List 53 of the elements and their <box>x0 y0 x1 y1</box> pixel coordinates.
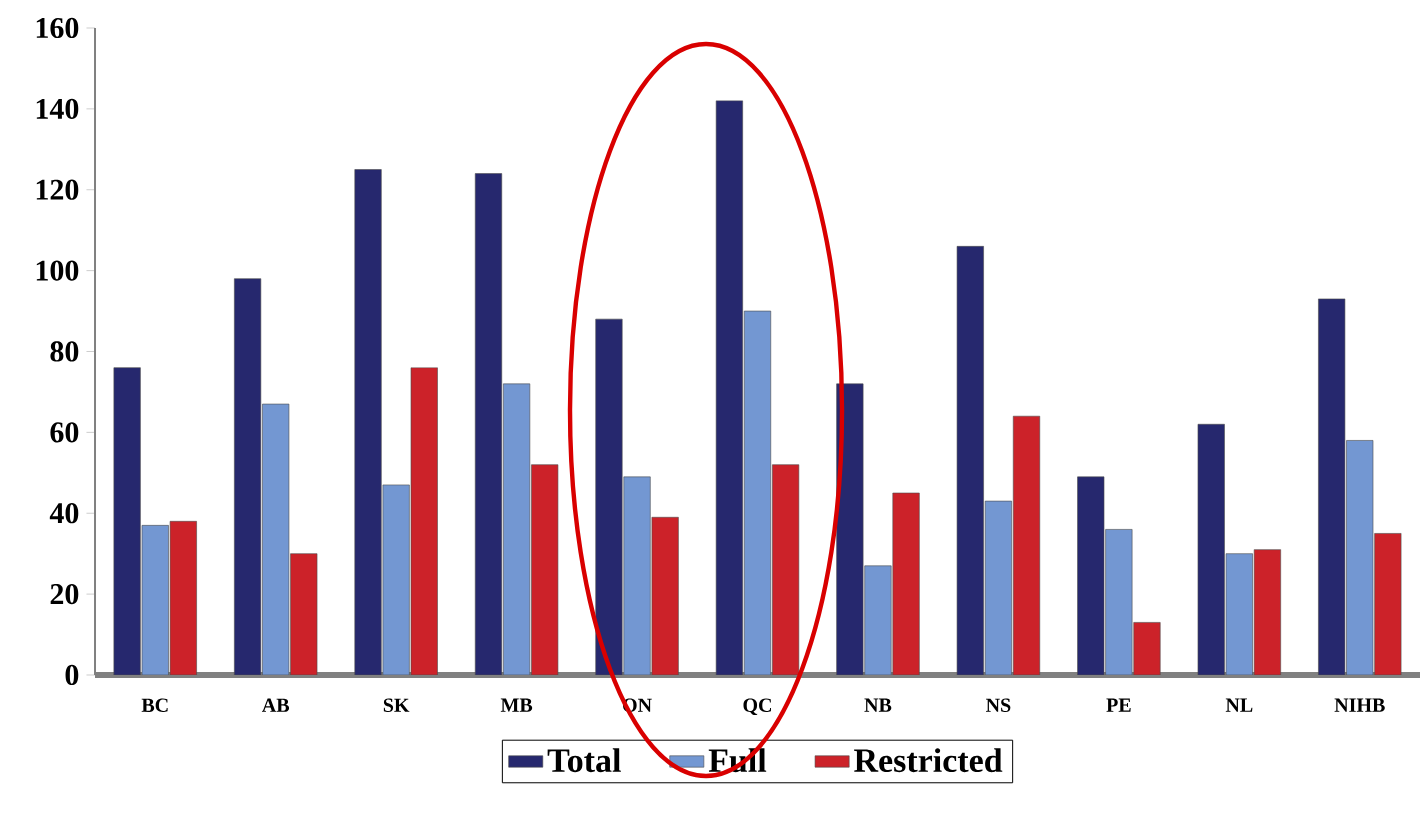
bar <box>1133 622 1161 675</box>
bar <box>262 403 290 675</box>
bar <box>1253 549 1281 675</box>
bar <box>1012 415 1041 675</box>
legend-label: Restricted <box>854 748 1003 773</box>
bar <box>113 367 141 675</box>
bar <box>474 173 503 675</box>
x-tick-label: NB <box>864 698 892 712</box>
y-tick-label: 120 <box>36 179 79 200</box>
bar <box>1077 476 1105 675</box>
y-tick-label: 0 <box>65 664 79 686</box>
bar <box>864 565 892 675</box>
x-tick-label: QC <box>743 698 771 716</box>
bar <box>1374 533 1402 675</box>
bar <box>1318 298 1346 675</box>
bar <box>956 246 984 675</box>
bar <box>1225 553 1253 675</box>
bar <box>772 464 800 675</box>
y-tick-label: 40 <box>49 503 79 524</box>
y-tick-label: 160 <box>36 17 79 39</box>
bar <box>169 521 197 675</box>
bar <box>410 367 438 675</box>
bar <box>290 553 318 675</box>
bar <box>382 484 410 675</box>
bar <box>623 476 651 675</box>
x-tick-label: MB <box>500 698 533 712</box>
x-tick-label: BC <box>141 698 168 713</box>
bar <box>234 278 262 675</box>
bar <box>531 464 559 675</box>
y-tick-label: 80 <box>50 341 79 362</box>
x-tick-label: PE <box>1106 698 1131 712</box>
y-tick-label: 140 <box>36 98 79 119</box>
bar <box>743 310 772 675</box>
y-tick-label: 20 <box>50 583 79 605</box>
bar <box>595 318 623 675</box>
x-tick-label: NIHB <box>1334 698 1385 712</box>
bar <box>1346 440 1374 675</box>
y-tick-label: 100 <box>36 260 79 281</box>
bar <box>503 383 531 675</box>
x-tick-label: NL <box>1225 698 1253 712</box>
x-tick-label: SK <box>383 698 410 713</box>
bar <box>651 516 679 675</box>
bar <box>715 100 743 675</box>
bar <box>892 492 920 675</box>
bar <box>354 169 382 675</box>
y-tick-label: 60 <box>50 422 79 443</box>
bar <box>984 500 1012 675</box>
bar <box>141 525 169 675</box>
bar <box>1197 423 1225 675</box>
x-tick-label: NS <box>986 698 1011 713</box>
bar <box>1105 529 1133 675</box>
legend-label: Total <box>547 748 621 773</box>
x-tick-label: AB <box>261 698 290 712</box>
